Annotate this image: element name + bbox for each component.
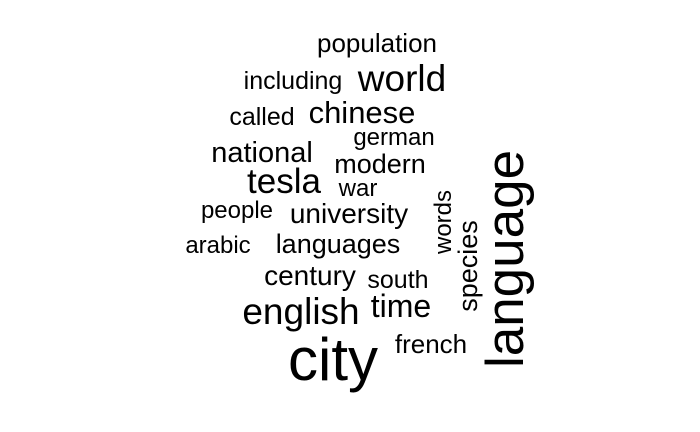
word-language: language — [476, 150, 535, 368]
word-tesla: tesla — [247, 162, 321, 201]
word-century: century — [264, 260, 356, 291]
word-words: words — [430, 190, 457, 255]
word-languages: languages — [276, 229, 401, 259]
word-city: city — [288, 326, 378, 393]
word-modern: modern — [334, 149, 426, 179]
word-population: population — [317, 28, 437, 58]
word-chinese: chinese — [309, 95, 416, 130]
word-time: time — [371, 288, 431, 324]
word-french: french — [395, 329, 467, 359]
word-national: national — [211, 137, 313, 169]
word-people: people — [201, 197, 273, 224]
word-called: called — [229, 103, 294, 131]
word-university: university — [290, 198, 408, 229]
word-war: war — [338, 175, 378, 202]
word-english: english — [242, 291, 359, 332]
word-including: including — [244, 67, 343, 95]
word-arabic: arabic — [185, 232, 250, 259]
word-south: south — [367, 266, 428, 294]
word-species: species — [453, 220, 483, 312]
word-german: german — [353, 124, 434, 151]
word-world: world — [357, 58, 446, 99]
